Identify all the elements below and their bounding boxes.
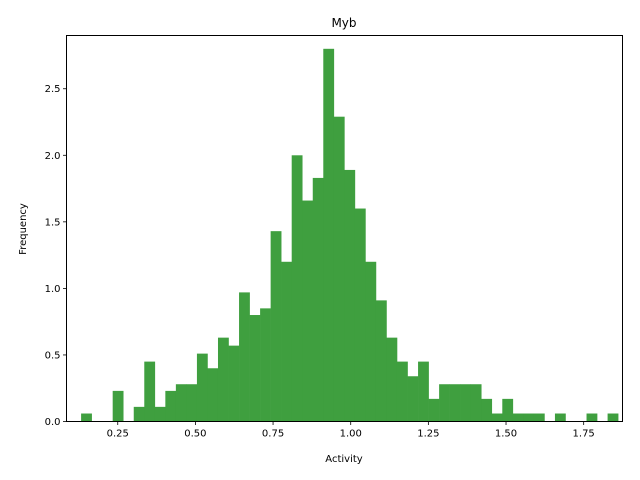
histogram-bar: [249, 315, 261, 422]
x-tick-label: 0.50: [184, 429, 206, 440]
histogram-bar: [196, 353, 208, 422]
histogram-bar: [175, 384, 187, 422]
x-axis-label: Activity: [325, 454, 362, 465]
histogram-bar: [533, 413, 545, 422]
y-tick-label: 0.5: [45, 350, 61, 361]
histogram-bar: [323, 48, 335, 422]
histogram-bar: [144, 361, 156, 422]
histogram-bar: [386, 337, 398, 422]
histogram-bar: [586, 413, 598, 422]
histogram-bar: [165, 390, 177, 422]
y-tick-label: 2.0: [45, 151, 61, 162]
histogram-bar: [333, 116, 345, 422]
x-tick-label: 0.25: [107, 429, 129, 440]
x-tick-label: 1.00: [340, 429, 362, 440]
histogram-bars: [81, 48, 619, 422]
histogram-bar: [418, 361, 429, 422]
histogram-bar: [344, 169, 356, 422]
y-tick-label: 1.0: [45, 284, 61, 295]
plot-frame: [66, 35, 623, 422]
histogram-bar: [302, 200, 314, 422]
histogram-bar: [354, 208, 366, 422]
y-tick-label: 0.0: [45, 417, 61, 428]
histogram-bar: [112, 390, 124, 422]
chart-title: Myb: [331, 16, 356, 30]
histogram-bar: [523, 413, 535, 422]
y-axis-ticks: 0.0 0.5 1.0 1.5 2.0 2.5: [45, 84, 67, 428]
y-tick-label: 1.5: [45, 217, 61, 228]
histogram-bar: [439, 384, 450, 422]
histogram-bar: [470, 384, 482, 422]
histogram-bar: [186, 384, 198, 422]
histogram-bar: [449, 384, 461, 422]
x-tick-label: 1.75: [573, 429, 595, 440]
histogram-bar: [365, 261, 377, 422]
x-tick-label: 0.75: [262, 429, 284, 440]
x-axis-ticks: 0.25 0.50 0.75 1.00 1.25 1.50 1.75: [107, 421, 595, 440]
y-tick-label: 2.5: [45, 84, 61, 95]
histogram-bar: [217, 337, 229, 422]
x-tick-label: 1.25: [417, 429, 439, 440]
histogram-bar: [312, 177, 324, 422]
histogram-bar: [239, 292, 250, 422]
histogram-bar: [460, 384, 472, 422]
histogram-bar: [270, 231, 282, 422]
histogram-bar: [228, 345, 240, 422]
histogram-bar: [291, 155, 303, 422]
histogram-bar: [428, 398, 440, 422]
histogram-bar: [554, 413, 566, 422]
histogram-bar: [607, 413, 619, 422]
histogram-bar: [281, 261, 292, 422]
histogram-bar: [396, 361, 408, 422]
histogram-bar: [207, 368, 219, 422]
histogram-bar: [512, 413, 524, 422]
y-axis-label: Frequency: [18, 203, 29, 255]
histogram-bar: [154, 406, 166, 422]
histogram-bar: [407, 376, 419, 422]
histogram-bar: [491, 413, 503, 422]
histogram-bar: [502, 398, 514, 422]
histogram-bar: [375, 300, 387, 422]
histogram-bar: [481, 398, 493, 422]
histogram-bar: [260, 308, 271, 422]
x-tick-label: 1.50: [495, 429, 517, 440]
histogram-bar: [133, 406, 145, 422]
histogram-bar: [81, 413, 92, 422]
